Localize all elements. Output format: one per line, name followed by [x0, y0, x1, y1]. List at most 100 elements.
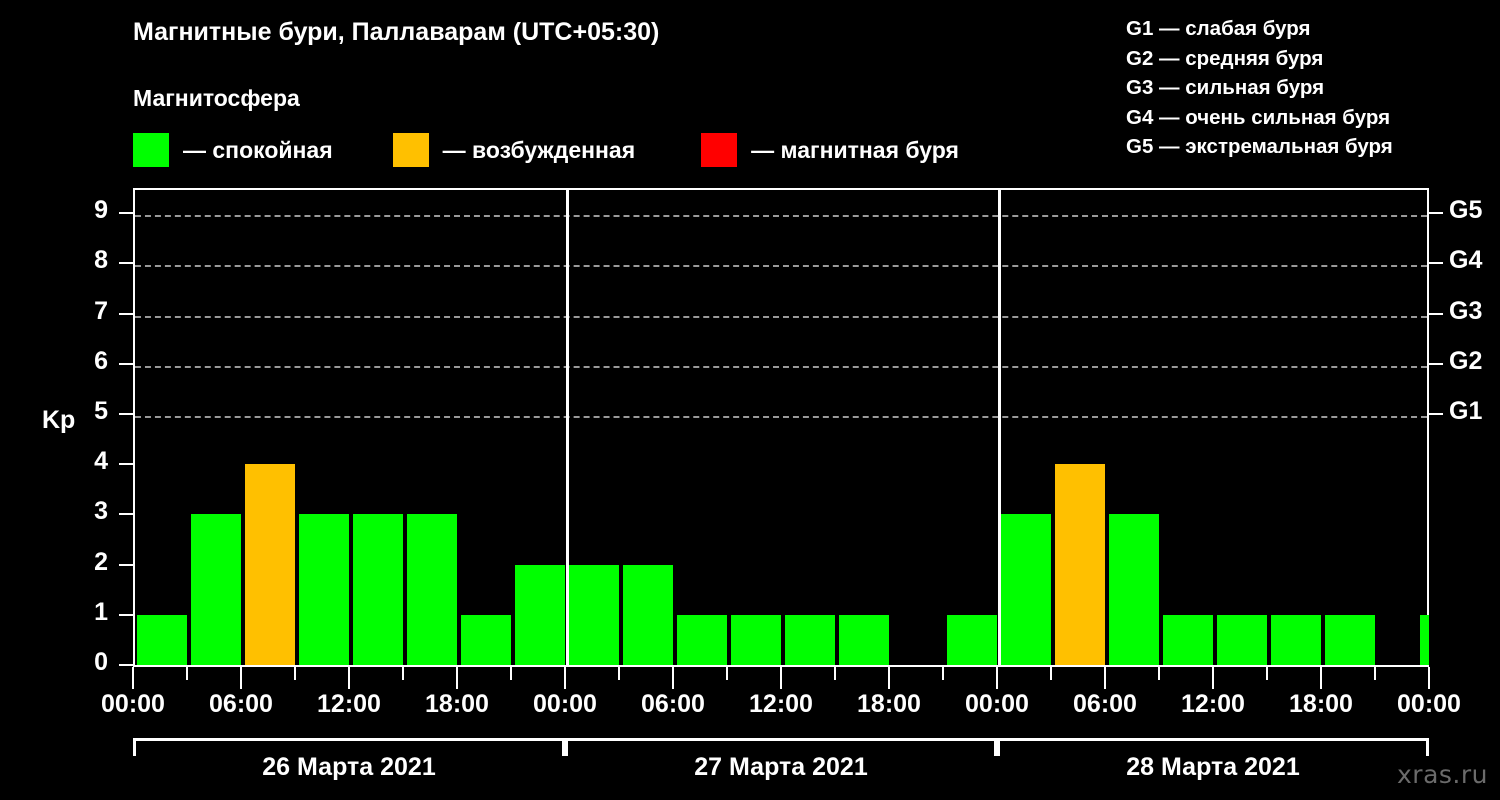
bar-kp [785, 614, 835, 665]
day-bracket [565, 738, 997, 756]
day-label: 28 Марта 2021 [1126, 753, 1300, 781]
x-tick-72h [1428, 667, 1430, 689]
y-axis-title: Kp [42, 406, 76, 434]
x-tick-63h [1266, 667, 1268, 680]
bar-kp [137, 614, 187, 665]
x-tick-3h [186, 667, 188, 680]
x-tick-42h [888, 667, 890, 689]
g-scale-line-g5: G5 — экстремальная буря [1126, 135, 1393, 158]
x-tick-27h [618, 667, 620, 680]
y-tick-label-6: 6 [94, 346, 108, 375]
legend-label-storm: — магнитная буря [751, 136, 959, 163]
g-tick-label-G5: G5 [1449, 196, 1483, 225]
y-tick-4 [119, 463, 133, 466]
x-tick-0h [132, 667, 134, 689]
y-tick-6 [119, 362, 133, 365]
magnetosphere-legend: — спокойная — возбужденная — магнитная б… [133, 133, 959, 167]
legend-entry-unsettled: — возбужденная [392, 133, 636, 167]
g-tick-label-G4: G4 [1449, 246, 1483, 275]
bar-kp [1163, 614, 1213, 665]
bar-kp [515, 564, 565, 665]
x-tick-label-60h: 12:00 [1181, 690, 1245, 718]
y-tick-5 [119, 412, 133, 415]
bar-kp [623, 564, 673, 665]
x-tick-30h [672, 667, 674, 689]
g-tick-label-G1: G1 [1449, 396, 1483, 425]
g-scale-line-g3: G3 — сильная буря [1126, 76, 1325, 99]
y-tick-label-0: 0 [94, 648, 108, 676]
x-tick-label-66h: 18:00 [1289, 690, 1353, 718]
legend-swatch-unsettled [392, 133, 429, 167]
chart-plot-inner [135, 190, 1429, 665]
y-tick-7 [119, 312, 133, 315]
bar-kp [299, 514, 349, 665]
x-tick-33h [726, 667, 728, 680]
magnetosphere-label: Магнитосфера [133, 85, 300, 111]
g-tick-G4 [1429, 262, 1443, 265]
gridline-kp-8 [135, 265, 1427, 268]
legend-label-unsettled: — возбужденная [442, 136, 636, 163]
g-tick-G3 [1429, 312, 1443, 315]
day-label: 26 Марта 2021 [262, 753, 436, 781]
gridline-kp-9 [135, 215, 1427, 218]
y-tick-label-8: 8 [94, 246, 108, 275]
bar-kp [461, 614, 511, 665]
day-bracket [133, 738, 565, 756]
x-tick-18h [456, 667, 458, 689]
y-tick-3 [119, 513, 133, 516]
x-tick-label-30h: 06:00 [641, 690, 705, 718]
y-tick-0 [119, 664, 133, 666]
x-tick-label-36h: 12:00 [749, 690, 813, 718]
page-title: Магнитные бури, Паллаварам (UTC+05:30) [133, 18, 660, 46]
g-scale-line-g1: G1 — слабая буря [1126, 17, 1311, 40]
day-bracket [997, 738, 1429, 756]
bar-kp [1001, 514, 1051, 665]
y-tick-1 [119, 613, 133, 616]
bar-kp [947, 614, 997, 665]
bar-kp [191, 514, 241, 665]
bar-kp [1217, 614, 1267, 665]
legend-entry-storm: — магнитная буря [701, 133, 959, 167]
bar-kp [353, 514, 403, 665]
legend-label-calm: — спокойная [183, 136, 333, 163]
bar-kp [569, 564, 619, 665]
day-divider-24h [565, 190, 569, 665]
y-tick-label-2: 2 [94, 547, 108, 576]
x-tick-6h [240, 667, 242, 689]
y-tick-label-1: 1 [94, 597, 108, 626]
bar-kp [731, 614, 781, 665]
x-tick-39h [834, 667, 836, 680]
chart-plot-area [133, 188, 1429, 665]
legend-entry-calm: — спокойная [133, 133, 333, 167]
y-tick-label-4: 4 [94, 447, 108, 476]
x-tick-48h [996, 667, 998, 689]
day-label: 27 Марта 2021 [694, 753, 868, 781]
legend-swatch-storm [701, 133, 738, 167]
x-tick-45h [942, 667, 944, 680]
y-tick-label-3: 3 [94, 497, 108, 526]
y-tick-8 [119, 262, 133, 265]
x-tick-69h [1374, 667, 1376, 680]
x-tick-label-48h: 00:00 [965, 690, 1029, 718]
g-tick-label-G2: G2 [1449, 346, 1483, 375]
x-tick-label-0h: 00:00 [101, 690, 165, 718]
bar-kp [677, 614, 727, 665]
bar-kp [1271, 614, 1321, 665]
x-tick-9h [294, 667, 296, 680]
x-tick-label-72h: 00:00 [1397, 690, 1461, 718]
g-scale-line-g4: G4 — очень сильная буря [1126, 105, 1391, 129]
x-tick-12h [348, 667, 350, 689]
x-tick-54h [1104, 667, 1106, 689]
bar-kp [1325, 614, 1375, 665]
x-tick-15h [402, 667, 404, 680]
x-tick-label-18h: 18:00 [425, 690, 489, 718]
bar-kp [839, 614, 889, 665]
x-tick-60h [1212, 667, 1214, 689]
legend-swatch-calm [133, 133, 169, 167]
y-tick-9 [119, 212, 133, 215]
y-tick-2 [119, 563, 133, 566]
day-divider-48h [997, 190, 1001, 665]
x-tick-label-24h: 00:00 [533, 690, 597, 718]
x-tick-21h [510, 667, 512, 680]
bar-kp [407, 514, 457, 665]
